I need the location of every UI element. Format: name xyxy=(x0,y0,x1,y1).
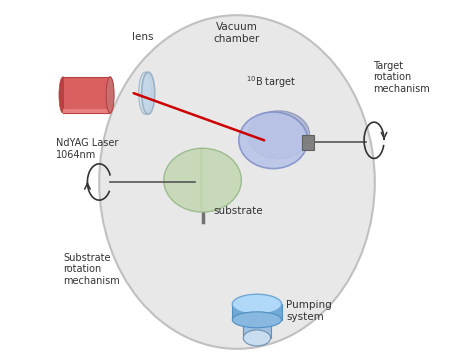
Text: lens: lens xyxy=(132,32,154,42)
Text: NdYAG Laser
1064nm: NdYAG Laser 1064nm xyxy=(55,138,118,160)
Text: Vacuum
chamber: Vacuum chamber xyxy=(214,23,260,44)
Ellipse shape xyxy=(232,294,282,314)
Ellipse shape xyxy=(239,112,308,169)
Ellipse shape xyxy=(142,72,155,114)
Text: Target
rotation
mechanism: Target rotation mechanism xyxy=(373,60,430,94)
Polygon shape xyxy=(63,77,110,113)
Ellipse shape xyxy=(106,77,114,113)
Ellipse shape xyxy=(139,72,152,114)
Ellipse shape xyxy=(243,330,271,346)
Text: Pumping
system: Pumping system xyxy=(286,300,332,321)
FancyBboxPatch shape xyxy=(302,135,314,150)
Polygon shape xyxy=(63,109,110,113)
Ellipse shape xyxy=(232,312,282,328)
Ellipse shape xyxy=(99,15,375,349)
Text: substrate: substrate xyxy=(213,206,263,215)
Ellipse shape xyxy=(164,148,241,212)
Ellipse shape xyxy=(248,111,310,159)
Text: $^{10}$B target: $^{10}$B target xyxy=(246,74,297,90)
Text: Substrate
rotation
mechanism: Substrate rotation mechanism xyxy=(63,253,120,286)
Bar xyxy=(200,148,202,212)
Polygon shape xyxy=(243,311,271,338)
Ellipse shape xyxy=(59,77,67,113)
Polygon shape xyxy=(232,304,282,320)
